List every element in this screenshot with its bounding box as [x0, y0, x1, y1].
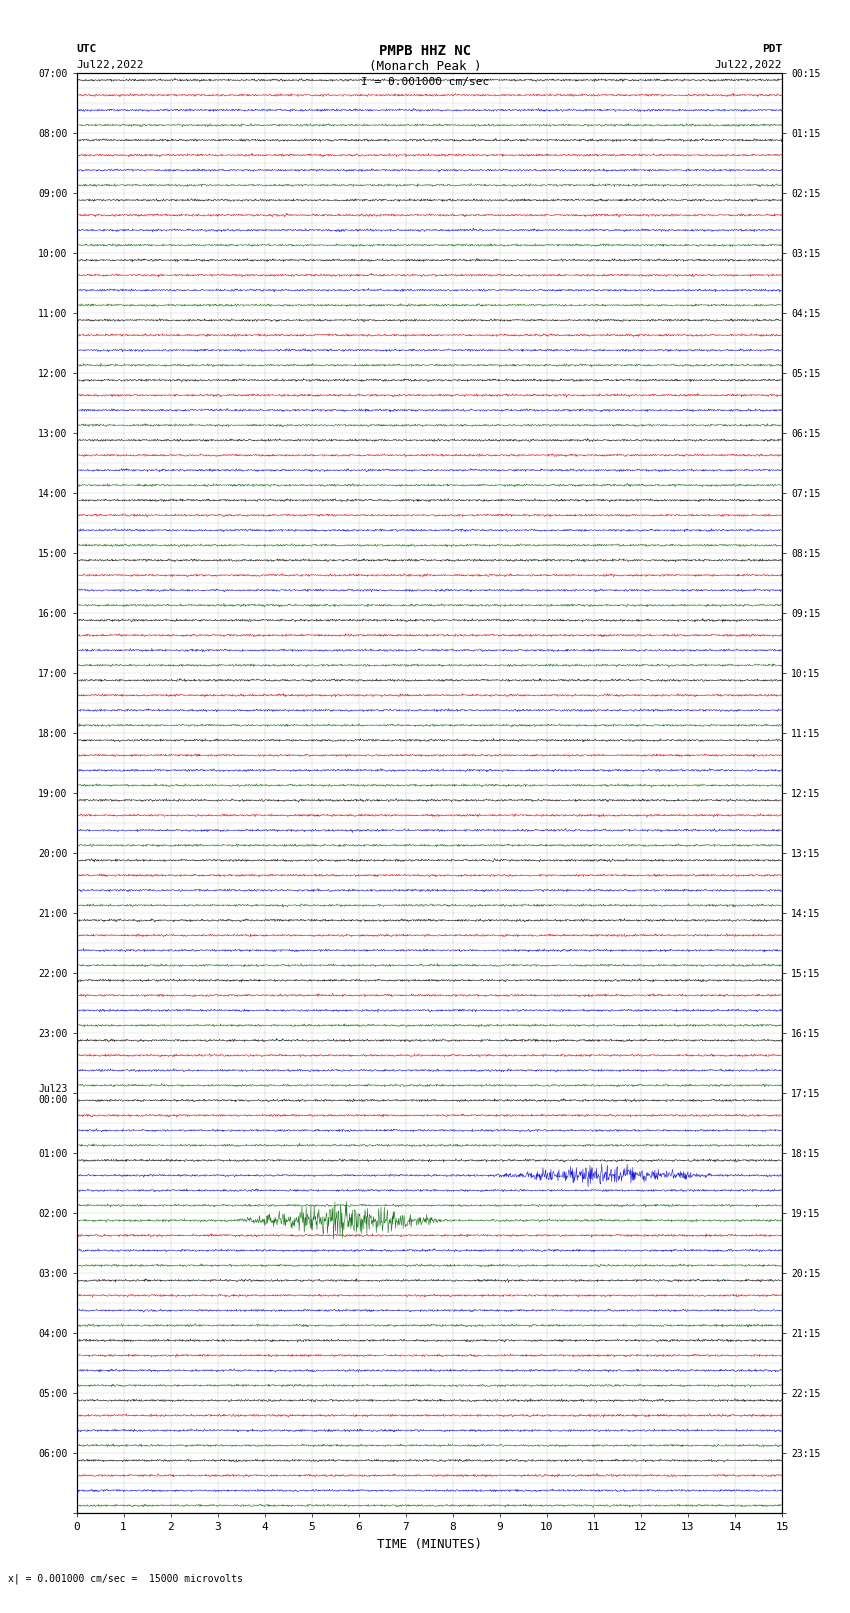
Text: I = 0.001000 cm/sec: I = 0.001000 cm/sec: [361, 77, 489, 87]
Text: PDT: PDT: [762, 44, 782, 53]
X-axis label: TIME (MINUTES): TIME (MINUTES): [377, 1537, 482, 1550]
Text: UTC: UTC: [76, 44, 97, 53]
Text: Jul22,2022: Jul22,2022: [715, 60, 782, 69]
Text: PMPB HHZ NC: PMPB HHZ NC: [379, 44, 471, 58]
Text: Jul22,2022: Jul22,2022: [76, 60, 144, 69]
Text: (Monarch Peak ): (Monarch Peak ): [369, 60, 481, 73]
Text: x| = 0.001000 cm/sec =  15000 microvolts: x| = 0.001000 cm/sec = 15000 microvolts: [8, 1573, 243, 1584]
